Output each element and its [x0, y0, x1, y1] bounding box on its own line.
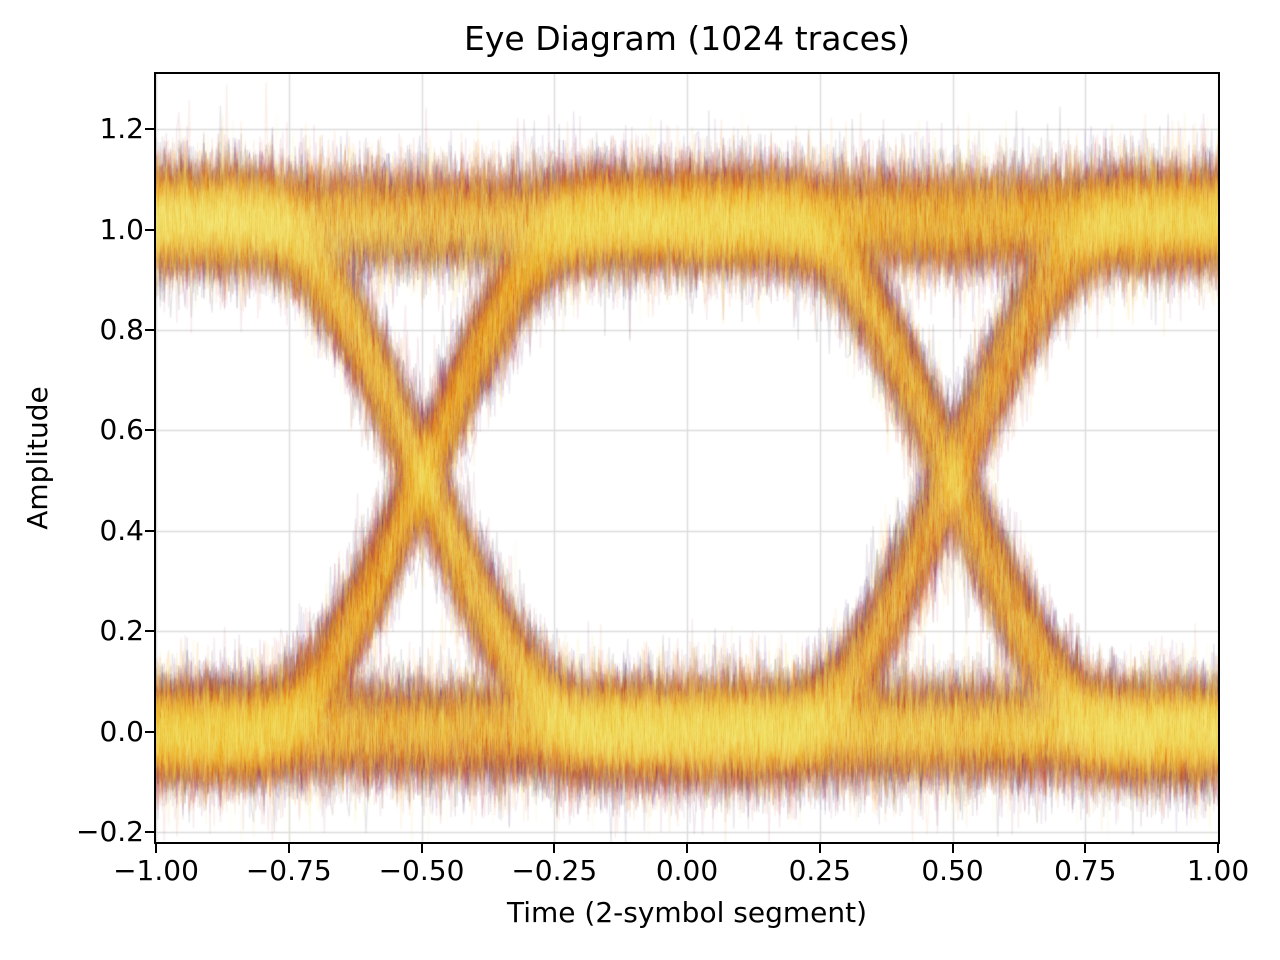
x-tick-mark	[420, 844, 423, 853]
x-tick-label: 1.00	[1186, 854, 1250, 887]
chart-title: Eye Diagram (1024 traces)	[464, 19, 910, 58]
x-tick-label: −1.00	[113, 854, 199, 887]
x-tick-mark	[951, 844, 954, 853]
x-tick-label: 0.75	[1054, 854, 1117, 887]
y-axis-label: Amplitude	[21, 386, 54, 530]
x-axis-label: Time (2-symbol segment)	[506, 896, 868, 929]
x-tick-label: 0.50	[921, 854, 984, 887]
y-tick-mark	[145, 529, 154, 532]
x-tick-label: 0.25	[788, 854, 851, 887]
x-tick-mark	[1084, 844, 1087, 853]
y-tick-mark	[145, 730, 154, 733]
y-tick-label: 1.2	[99, 112, 144, 146]
x-tick-label: −0.75	[245, 854, 332, 887]
y-tick-label: 0.0	[99, 714, 144, 748]
y-tick-mark	[145, 228, 154, 231]
y-tick-mark	[145, 630, 154, 633]
y-tick-mark	[145, 329, 154, 331]
y-tick-mark	[145, 128, 154, 131]
y-tick-mark	[145, 830, 154, 833]
y-tick-label: 0.4	[99, 513, 144, 547]
x-tick-mark	[155, 844, 157, 853]
y-tick-label: −0.2	[76, 814, 144, 848]
x-tick-mark	[553, 844, 556, 853]
x-tick-label: −0.25	[511, 854, 598, 887]
y-tick-label: 0.2	[99, 614, 144, 648]
y-tick-mark	[145, 429, 154, 432]
x-tick-label: −0.50	[378, 854, 465, 887]
x-tick-mark	[1217, 844, 1219, 853]
y-tick-label: 1.0	[99, 212, 144, 246]
x-tick-label: 0.00	[655, 854, 719, 887]
eye-diagram-plot-canvas	[156, 74, 1218, 842]
y-tick-label: 0.6	[99, 413, 144, 447]
y-tick-label: 0.8	[99, 313, 144, 346]
x-tick-mark	[686, 844, 688, 853]
x-tick-mark	[818, 844, 821, 853]
x-tick-mark	[287, 844, 290, 853]
